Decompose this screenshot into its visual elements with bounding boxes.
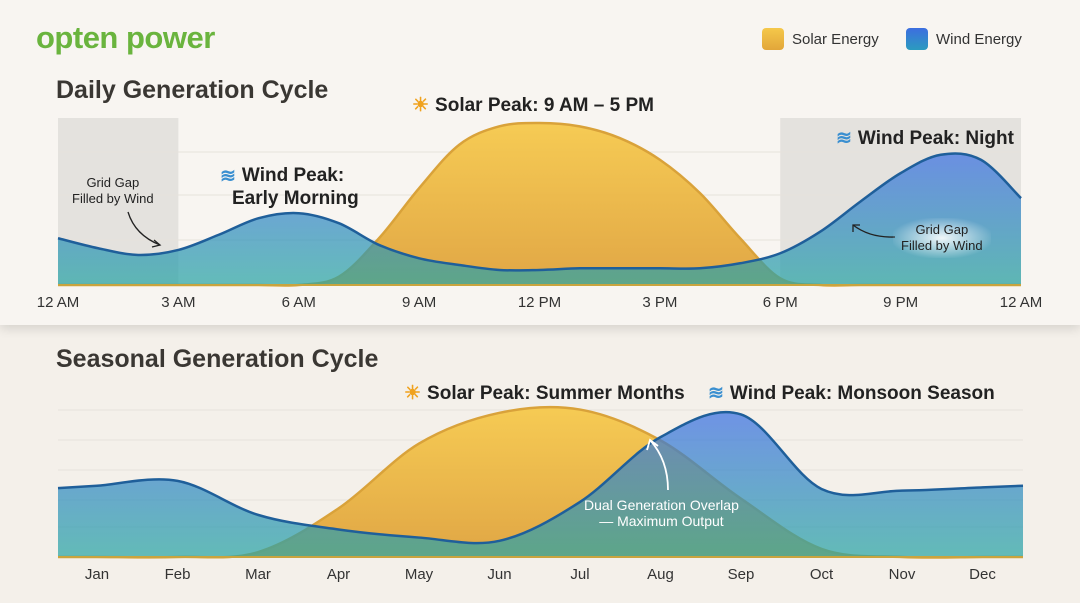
x-tick-label: Nov: [889, 566, 916, 583]
wind-icon: ≋: [220, 166, 236, 187]
seasonal-solar-peak-label: ☀ Solar Peak: Summer Months: [404, 382, 685, 405]
arrow-icon: [852, 224, 896, 238]
wind-swatch: [906, 28, 928, 50]
grid-gap-right-note: Grid Gap Filled by Wind: [893, 218, 991, 258]
arrowhead-icon: [646, 438, 659, 451]
grid-gap-left-note: Grid Gap Filled by Wind: [72, 175, 154, 206]
x-tick-label: Mar: [245, 566, 271, 583]
x-tick-label: Sep: [728, 566, 755, 583]
x-tick-label: 6 PM: [763, 294, 798, 311]
sun-icon: ☀: [404, 383, 422, 404]
solar-area: [58, 123, 1021, 286]
x-tick-label: May: [405, 566, 434, 583]
arrow-icon: [649, 439, 669, 491]
x-tick-label: 12 PM: [518, 294, 561, 311]
wind-line: [57, 410, 1024, 545]
x-tick-label: Oct: [810, 566, 834, 583]
wind-icon: ≋: [836, 128, 852, 149]
x-tick-label: Jan: [85, 566, 109, 583]
x-tick-label: Aug: [647, 566, 674, 583]
x-tick-label: Jun: [487, 566, 511, 583]
wind-line: [57, 152, 1022, 272]
wind-icon: ≋: [708, 383, 724, 404]
daily-title: Daily Generation Cycle: [56, 76, 329, 104]
legend-wind: Wind Energy: [906, 28, 1022, 50]
x-tick-label: 9 PM: [883, 294, 918, 311]
x-tick-label: Feb: [165, 566, 191, 583]
arrowhead-icon: [151, 239, 162, 248]
sun-icon: ☀: [412, 95, 430, 116]
seasonal-wind-peak-label: ≋ Wind Peak: Monsoon Season: [708, 382, 995, 405]
x-tick-label: 6 AM: [282, 294, 316, 311]
x-tick-label: Jul: [570, 566, 589, 583]
daily-wind-morning-label: ≋ Wind Peak: Early Morning: [220, 165, 359, 209]
arrow-icon: [127, 211, 161, 246]
brand-logo: opten power: [36, 20, 215, 55]
arrowhead-icon: [852, 224, 860, 232]
x-tick-label: Apr: [327, 566, 350, 583]
overlap-note: Dual Generation Overlap — Maximum Output: [584, 497, 739, 529]
wind-area: [58, 412, 1023, 557]
legend-solar: Solar Energy: [762, 28, 879, 50]
x-tick-label: 9 AM: [402, 294, 436, 311]
wind-area: [58, 153, 1021, 285]
daily-solar-peak-label: ☀ Solar Peak: 9 AM – 5 PM: [412, 94, 654, 117]
seasonal-title: Seasonal Generation Cycle: [56, 345, 379, 373]
x-tick-label: 3 AM: [161, 294, 195, 311]
x-tick-label: 12 AM: [1000, 294, 1043, 311]
solar-swatch: [762, 28, 784, 50]
solar-area: [58, 407, 1023, 558]
daily-wind-night-label: ≋ Wind Peak: Night: [836, 127, 1014, 150]
x-tick-label: Dec: [969, 566, 996, 583]
x-tick-label: 3 PM: [642, 294, 677, 311]
x-tick-label: 12 AM: [37, 294, 80, 311]
